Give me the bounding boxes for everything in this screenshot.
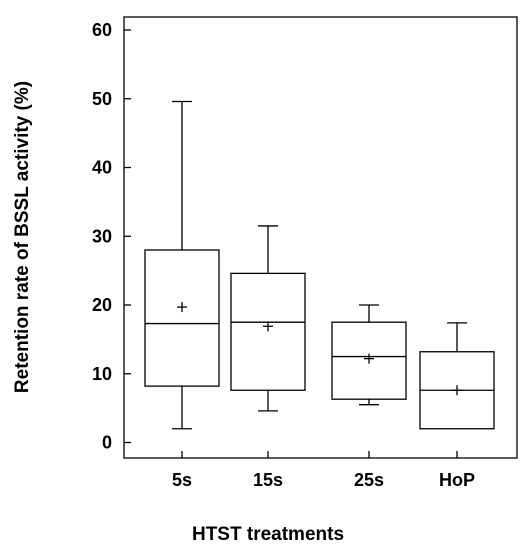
x-tick-label: HoP	[439, 470, 475, 490]
box-25s	[331, 304, 407, 406]
x-tick-label: 5s	[172, 470, 192, 490]
mean-marker	[263, 321, 273, 332]
y-tick-label: 30	[92, 226, 112, 246]
plot-frame	[123, 16, 518, 459]
y-tick-label: 40	[92, 158, 112, 178]
mean-marker	[177, 302, 187, 313]
box-hop	[419, 322, 495, 430]
y-tick-label: 20	[92, 295, 112, 315]
y-tick-label: 0	[102, 433, 112, 453]
mean-marker	[452, 385, 462, 396]
y-tick-label: 50	[92, 89, 112, 109]
box-15s	[230, 225, 306, 412]
x-tick-label: 15s	[253, 470, 283, 490]
x-tick-label: 25s	[354, 470, 384, 490]
y-tick-label: 60	[92, 20, 112, 40]
x-axis-title: HTST treatments	[192, 524, 344, 545]
y-axis-title: Retention rate of BSSL activity (%)	[12, 81, 33, 393]
y-tick-label: 10	[92, 364, 112, 384]
box-5s	[144, 100, 220, 430]
iqr-box	[144, 249, 220, 387]
iqr-box	[331, 321, 407, 400]
iqr-box	[230, 272, 306, 391]
mean-marker	[364, 353, 374, 364]
